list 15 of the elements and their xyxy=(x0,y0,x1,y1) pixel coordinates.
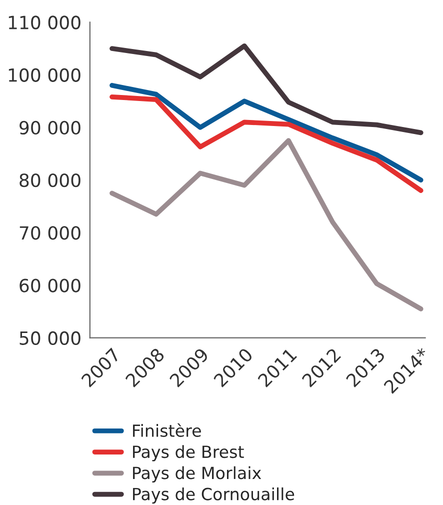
legend-label: Finistère xyxy=(133,423,201,437)
line-series xyxy=(110,138,424,312)
line-series xyxy=(110,82,424,182)
y-tick-label: 70 000 xyxy=(20,226,80,240)
line-series xyxy=(110,43,424,136)
legend-label: Pays de Brest xyxy=(133,445,244,462)
y-tick-label: 90 000 xyxy=(20,120,80,135)
legend-label: Pays de Morlaix xyxy=(133,466,262,482)
y-tick-label: 60 000 xyxy=(20,278,80,292)
y-tick-label: 110 000 xyxy=(8,16,80,30)
legend-label: Pays de Cornouaille xyxy=(133,487,294,504)
y-tick-label: 100 000 xyxy=(8,68,80,82)
line-series xyxy=(110,94,424,193)
y-tick-label: 80 000 xyxy=(20,173,80,188)
y-tick-label: 50 000 xyxy=(20,331,80,345)
